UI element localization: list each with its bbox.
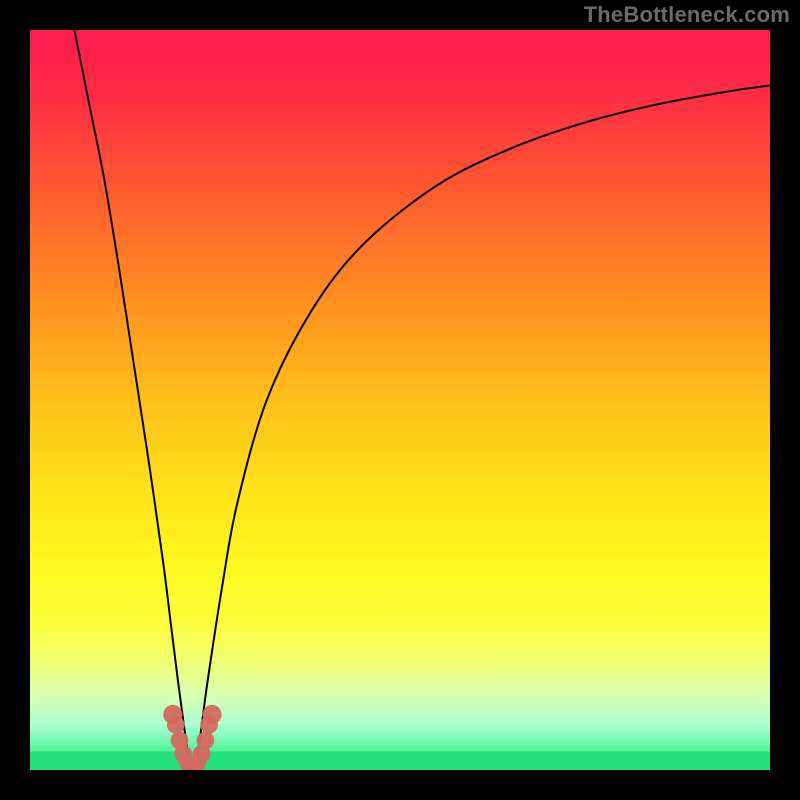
gradient-background	[30, 30, 770, 770]
bottleneck-chart	[0, 0, 800, 800]
chart-frame: TheBottleneck.com	[0, 0, 800, 800]
green-band	[30, 752, 770, 771]
watermark-text: TheBottleneck.com	[584, 2, 790, 28]
plot-area	[30, 30, 770, 775]
